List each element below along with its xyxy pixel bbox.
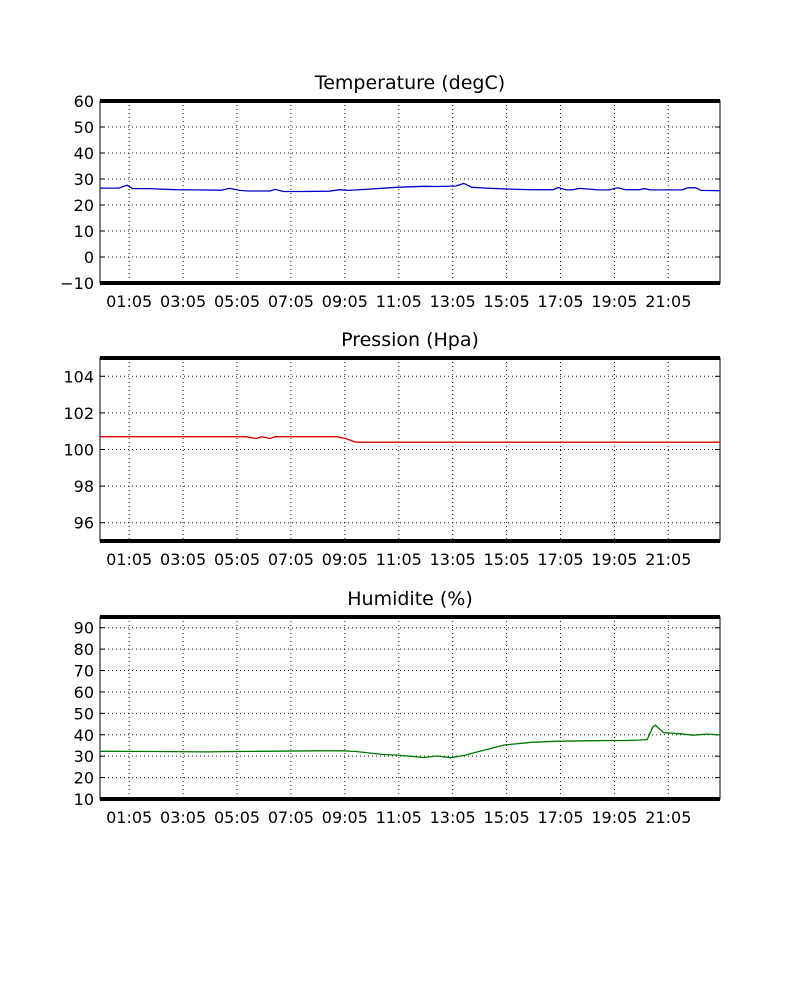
humidite-xtick-label-3: 07:05 bbox=[268, 808, 314, 827]
temperature-title: Temperature (degC) bbox=[314, 72, 505, 94]
humidite-ytick-label-7: 80 bbox=[74, 640, 94, 659]
humidite-series-line-0 bbox=[99, 724, 721, 759]
temperature-ytick-label-4: 30 bbox=[74, 170, 94, 189]
humidite-ytick-label-4: 50 bbox=[74, 704, 94, 723]
temperature-xtick-label-8: 17:05 bbox=[537, 292, 583, 311]
temperature-xtick-label-0: 01:05 bbox=[106, 292, 152, 311]
humidite-xtick-label-4: 09:05 bbox=[322, 808, 368, 827]
pression-xtick-label-2: 05:05 bbox=[214, 550, 260, 569]
humidite-ytick-label-2: 30 bbox=[74, 747, 94, 766]
temperature-xtick-label-6: 13:05 bbox=[430, 292, 476, 311]
temperature-series-line-0 bbox=[100, 182, 721, 193]
humidite-ytick-label-3: 40 bbox=[74, 726, 94, 745]
temperature-ytick-label-0: −10 bbox=[60, 274, 94, 293]
pression-xtick-label-6: 13:05 bbox=[430, 550, 476, 569]
pression-xtick-label-5: 11:05 bbox=[376, 550, 422, 569]
pression-xtick-label-9: 19:05 bbox=[591, 550, 637, 569]
humidite-ytick-label-1: 20 bbox=[74, 769, 94, 788]
temperature-frame bbox=[99, 100, 721, 284]
humidite-xtick-label-10: 21:05 bbox=[645, 808, 691, 827]
pression-xtick-label-0: 01:05 bbox=[106, 550, 152, 569]
pression-xtick-label-8: 17:05 bbox=[537, 550, 583, 569]
humidite-xtick-label-0: 01:05 bbox=[106, 808, 152, 827]
pression-ytick-label-4: 104 bbox=[63, 367, 94, 386]
pression-ytick-label-3: 102 bbox=[63, 404, 94, 423]
temperature-xtick-label-1: 03:05 bbox=[160, 292, 206, 311]
humidite-xtick-label-5: 11:05 bbox=[376, 808, 422, 827]
humidite-ytick-label-5: 60 bbox=[74, 683, 94, 702]
temperature-ytick-label-7: 60 bbox=[74, 92, 94, 111]
pression-xtick-label-3: 07:05 bbox=[268, 550, 314, 569]
humidite-ytick-label-0: 10 bbox=[74, 790, 94, 809]
humidite-xtick-label-8: 17:05 bbox=[537, 808, 583, 827]
temperature-xtick-label-10: 21:05 bbox=[645, 292, 691, 311]
humidite-frame bbox=[99, 616, 721, 800]
pression-xtick-label-7: 15:05 bbox=[484, 550, 530, 569]
temperature-xtick-label-4: 09:05 bbox=[322, 292, 368, 311]
temperature-xtick-label-7: 15:05 bbox=[484, 292, 530, 311]
temperature-xtick-label-3: 07:05 bbox=[268, 292, 314, 311]
pression-xtick-label-1: 03:05 bbox=[160, 550, 206, 569]
pression-series-line-0 bbox=[100, 436, 720, 443]
pression-ytick-label-0: 96 bbox=[74, 514, 94, 533]
temperature-xtick-label-5: 11:05 bbox=[376, 292, 422, 311]
temperature-xtick-label-2: 05:05 bbox=[214, 292, 260, 311]
humidite-xtick-label-1: 03:05 bbox=[160, 808, 206, 827]
temperature-ytick-label-2: 10 bbox=[74, 222, 94, 241]
pression-xtick-label-4: 09:05 bbox=[322, 550, 368, 569]
humidite-xtick-label-2: 05:05 bbox=[214, 808, 260, 827]
humidite-ytick-label-8: 90 bbox=[74, 619, 94, 638]
temperature-xtick-label-9: 19:05 bbox=[591, 292, 637, 311]
humidite-title: Humidite (%) bbox=[347, 588, 473, 610]
humidite-ytick-label-6: 70 bbox=[74, 662, 94, 681]
temperature-ytick-label-6: 50 bbox=[74, 118, 94, 137]
humidite-xtick-label-9: 19:05 bbox=[591, 808, 637, 827]
temperature-ytick-label-1: 0 bbox=[84, 248, 94, 267]
pression-xtick-label-10: 21:05 bbox=[645, 550, 691, 569]
pression-ytick-label-1: 98 bbox=[74, 477, 94, 496]
pression-title: Pression (Hpa) bbox=[341, 329, 479, 351]
temperature-ytick-label-5: 40 bbox=[74, 144, 94, 163]
humidite-xtick-label-6: 13:05 bbox=[430, 808, 476, 827]
temperature-ytick-label-3: 20 bbox=[74, 196, 94, 215]
temperature-chart: Temperature (degC) −10 0 10 20 30 40 50 60 01:05 0… bbox=[60, 72, 721, 311]
humidite-chart: Humidite (%) 10 20 30 40 50 60 70 80 90 01:05 03:05… bbox=[74, 588, 721, 827]
pression-chart: Pression (Hpa) 96 98 100 102 104 01:05 03:05 05:… bbox=[63, 329, 721, 569]
humidite-xtick-label-7: 15:05 bbox=[484, 808, 530, 827]
pression-ytick-label-2: 100 bbox=[63, 441, 94, 460]
